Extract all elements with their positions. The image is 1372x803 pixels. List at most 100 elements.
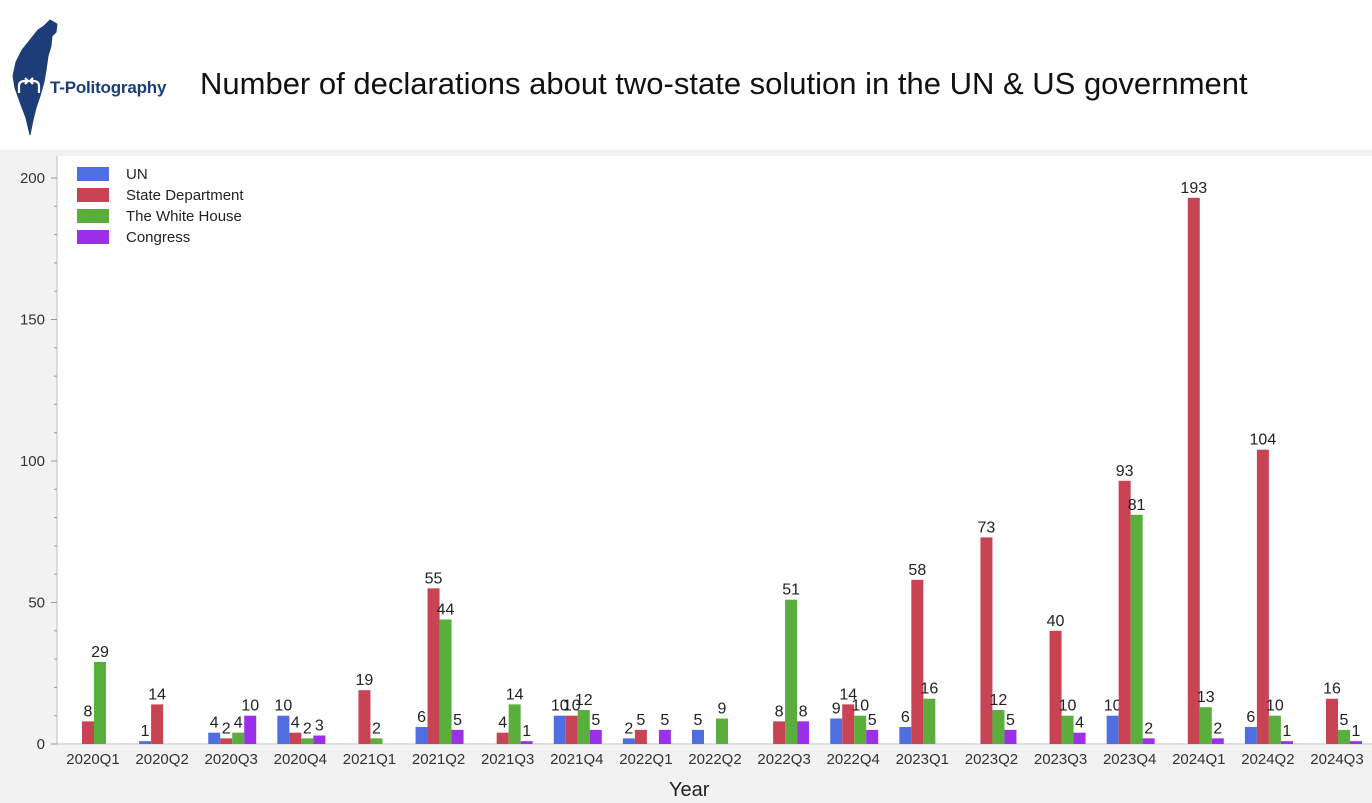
bar-chart: 0 50 100 150 200 2020Q1 2020Q2 2020Q3 2020Q4 2021… bbox=[20, 156, 1372, 768]
data-label: 55 bbox=[425, 570, 443, 587]
bar bbox=[842, 704, 855, 744]
data-label: 12 bbox=[575, 692, 593, 709]
x-tick-label: 2021Q3 bbox=[481, 751, 534, 768]
x-tick-label: 2020Q1 bbox=[66, 751, 119, 768]
data-label: 10 bbox=[563, 698, 581, 715]
bar bbox=[773, 721, 786, 744]
x-tick-label: 2022Q2 bbox=[688, 751, 741, 768]
y-tick-label: 150 bbox=[20, 312, 45, 329]
bar bbox=[508, 704, 521, 744]
bar bbox=[232, 732, 245, 744]
data-label: 1 bbox=[141, 723, 150, 740]
bar bbox=[94, 661, 106, 744]
israel-map-icon bbox=[12, 19, 58, 136]
bar bbox=[1061, 715, 1074, 744]
x-tick-label: 2021Q1 bbox=[343, 751, 396, 768]
data-label: 14 bbox=[839, 686, 857, 703]
bar bbox=[634, 729, 647, 744]
bar bbox=[151, 704, 164, 744]
data-label: 14 bbox=[506, 686, 524, 703]
data-label: 10 bbox=[1059, 698, 1077, 715]
bar bbox=[1199, 707, 1212, 744]
x-tick-label: 2024Q3 bbox=[1310, 751, 1363, 768]
bar bbox=[1187, 197, 1200, 744]
bar bbox=[1073, 732, 1086, 744]
data-label: 2 bbox=[624, 720, 633, 737]
data-label: 12 bbox=[990, 692, 1008, 709]
data-label: 8 bbox=[84, 703, 93, 720]
bar bbox=[439, 619, 452, 744]
bar bbox=[1268, 715, 1281, 744]
data-label: 29 bbox=[91, 644, 109, 661]
bar bbox=[277, 715, 290, 744]
data-label: 40 bbox=[1047, 613, 1065, 630]
data-label: 10 bbox=[274, 698, 292, 715]
bar bbox=[1118, 480, 1131, 744]
bar bbox=[289, 732, 302, 744]
bar bbox=[1130, 514, 1143, 744]
x-tick-label: 2023Q4 bbox=[1103, 751, 1156, 768]
bar bbox=[1106, 715, 1119, 744]
bar bbox=[313, 735, 326, 744]
data-label: 5 bbox=[660, 712, 669, 729]
brand-logo: T-Politography bbox=[10, 16, 180, 138]
bar bbox=[244, 715, 257, 744]
data-label: 9 bbox=[832, 701, 841, 718]
legend-swatch bbox=[77, 188, 109, 202]
data-label: 4 bbox=[210, 715, 219, 732]
bar bbox=[565, 715, 578, 744]
data-label: 2 bbox=[1213, 720, 1222, 737]
bar bbox=[1049, 630, 1062, 744]
bar bbox=[911, 579, 924, 744]
data-label: 81 bbox=[1128, 497, 1146, 514]
data-label: 5 bbox=[694, 712, 703, 729]
x-tick-label: 2022Q1 bbox=[619, 751, 672, 768]
bar bbox=[427, 588, 440, 744]
bar bbox=[139, 741, 152, 744]
chart-frame: 0 50 100 150 200 2020Q1 2020Q2 2020Q3 2020Q4 2021… bbox=[0, 150, 1372, 803]
bar bbox=[82, 721, 94, 744]
data-label: 73 bbox=[978, 519, 996, 536]
data-label: 3 bbox=[315, 718, 324, 735]
bar bbox=[1326, 698, 1338, 744]
bar bbox=[899, 727, 912, 744]
bar bbox=[1256, 449, 1269, 744]
data-label: 1 bbox=[1352, 723, 1361, 740]
data-label: 93 bbox=[1116, 463, 1134, 480]
x-tick-label: 2024Q2 bbox=[1241, 751, 1294, 768]
bar bbox=[208, 732, 221, 744]
data-label: 4 bbox=[498, 715, 507, 732]
data-label: 5 bbox=[1006, 712, 1015, 729]
bar bbox=[520, 741, 533, 744]
bar bbox=[980, 537, 993, 744]
data-label: 4 bbox=[234, 715, 243, 732]
bar bbox=[658, 729, 671, 744]
data-label: 5 bbox=[636, 712, 645, 729]
x-tick-label: 2021Q4 bbox=[550, 751, 603, 768]
bar bbox=[923, 698, 936, 744]
bar bbox=[1338, 729, 1350, 744]
x-tick-label: 2022Q4 bbox=[827, 751, 880, 768]
data-label: 1 bbox=[1282, 723, 1291, 740]
data-label: 10 bbox=[1104, 698, 1122, 715]
x-tick-label: 2024Q1 bbox=[1172, 751, 1225, 768]
data-label: 14 bbox=[148, 686, 166, 703]
x-tick-label: 2022Q3 bbox=[757, 751, 810, 768]
data-label: 2 bbox=[222, 720, 231, 737]
bar bbox=[854, 715, 867, 744]
bar bbox=[1004, 729, 1017, 744]
x-tick-label: 2023Q2 bbox=[965, 751, 1018, 768]
data-label: 10 bbox=[851, 698, 869, 715]
data-label: 16 bbox=[1323, 681, 1341, 698]
legend-swatch bbox=[77, 209, 109, 223]
legend-label: State Department bbox=[126, 187, 244, 204]
bar bbox=[866, 729, 879, 744]
data-label: 5 bbox=[591, 712, 600, 729]
bar bbox=[1244, 727, 1257, 744]
x-axis-label: Year bbox=[669, 779, 710, 801]
x-tick-label: 2020Q2 bbox=[135, 751, 188, 768]
data-label: 4 bbox=[291, 715, 300, 732]
bar bbox=[451, 729, 464, 744]
legend-label: UN bbox=[126, 166, 148, 183]
x-tick-label: 2020Q3 bbox=[205, 751, 258, 768]
